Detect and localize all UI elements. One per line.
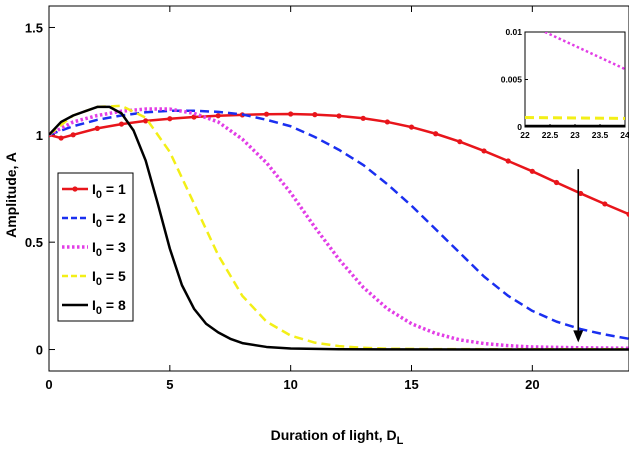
series-marker [191, 114, 197, 120]
series-marker [602, 201, 608, 207]
legend-box [57, 172, 134, 322]
inset-y-tick-label: 0.005 [501, 75, 523, 85]
legend-entry: I0 = 2 [62, 210, 126, 230]
legend: I0 = 1 I0 = 2 I0 = 3 I0 = 5 I0 = 8 [57, 172, 134, 322]
inset-x-tick-label: 22.5 [542, 130, 559, 140]
series-marker [578, 190, 584, 197]
legend-label: I0 = 8 [92, 297, 126, 317]
series-line-1 [49, 112, 629, 216]
y-tick-label: 1 [36, 128, 43, 143]
x-tick-label: 15 [404, 377, 418, 392]
legend-entry: I0 = 5 [62, 268, 126, 288]
series-line-5 [49, 105, 629, 351]
series-marker [312, 112, 318, 118]
series-marker [263, 111, 270, 117]
legend-label: I0 = 5 [92, 268, 126, 288]
series-marker [70, 132, 76, 138]
series-marker [336, 113, 342, 119]
series-marker [215, 113, 221, 119]
series-layer [49, 104, 629, 351]
series-marker [481, 148, 487, 154]
x-tick-label: 20 [525, 377, 539, 392]
legend-label: I0 = 3 [92, 239, 126, 259]
series-marker [94, 125, 100, 131]
series-marker [433, 131, 439, 137]
x-axis-label: Duration of light, DL [271, 427, 404, 447]
series-marker [167, 116, 173, 122]
inset-frame [524, 31, 626, 128]
series-marker [457, 139, 463, 145]
series-marker [360, 115, 366, 121]
y-axis-label: Amplitude, A [3, 152, 19, 238]
legend-entry: I0 = 3 [62, 239, 126, 259]
y-tick-label: 0 [36, 343, 43, 358]
series-marker [408, 124, 415, 130]
series-marker [529, 168, 535, 174]
series-marker [384, 119, 390, 125]
legend-label: I0 = 1 [92, 181, 126, 201]
inset-x-tick-label: 23 [570, 130, 580, 140]
inset-y-tick-label: 0 [517, 122, 522, 132]
legend-label: I0 = 2 [92, 210, 126, 230]
series-marker [626, 211, 629, 217]
x-tick-label: 10 [283, 377, 297, 392]
y-tick-label: 0.5 [25, 235, 43, 250]
series-line-2 [49, 109, 629, 341]
legend-entry: I0 = 8 [62, 297, 126, 317]
series-marker [288, 111, 294, 117]
series-marker [118, 121, 125, 127]
series-marker [553, 179, 560, 186]
legend-marker [72, 186, 78, 192]
series-marker [505, 158, 511, 164]
legend-entry: I0 = 1 [62, 181, 126, 201]
inset-x-tick-label: 22 [520, 130, 530, 140]
inset-x-tick-label: 23.5 [592, 130, 609, 140]
series-marker [143, 118, 149, 124]
series-marker [58, 135, 64, 141]
arrow-annotation [573, 169, 584, 343]
y-tick-label: 1.5 [25, 20, 43, 35]
x-tick-label: 0 [45, 377, 52, 392]
series-line-3 [49, 107, 629, 350]
inset-x-tick-label: 24 [620, 130, 629, 140]
x-tick-label: 5 [166, 377, 173, 392]
inset-y-tick-label: 0.01 [505, 27, 522, 37]
arrow-head [573, 330, 584, 343]
inset-plot: 22 22.5 23 23.5 24 0 0.005 0.01 [501, 27, 629, 140]
inset-series-line-2 [525, 116, 625, 120]
